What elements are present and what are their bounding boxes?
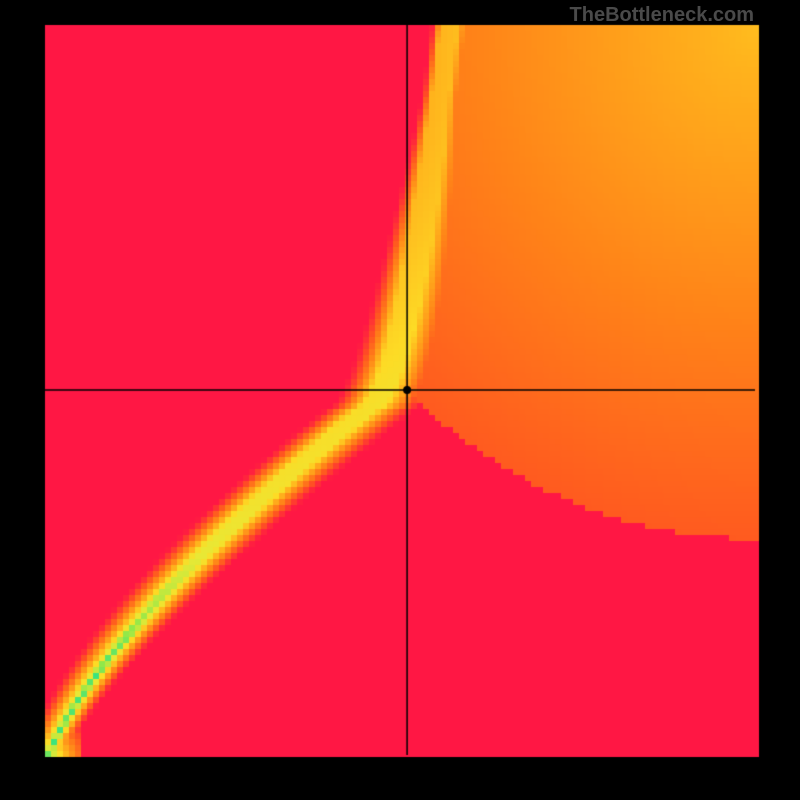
watermark-text: TheBottleneck.com: [570, 4, 754, 27]
heatmap-canvas: [0, 0, 800, 800]
chart-container: TheBottleneck.com: [0, 0, 800, 800]
